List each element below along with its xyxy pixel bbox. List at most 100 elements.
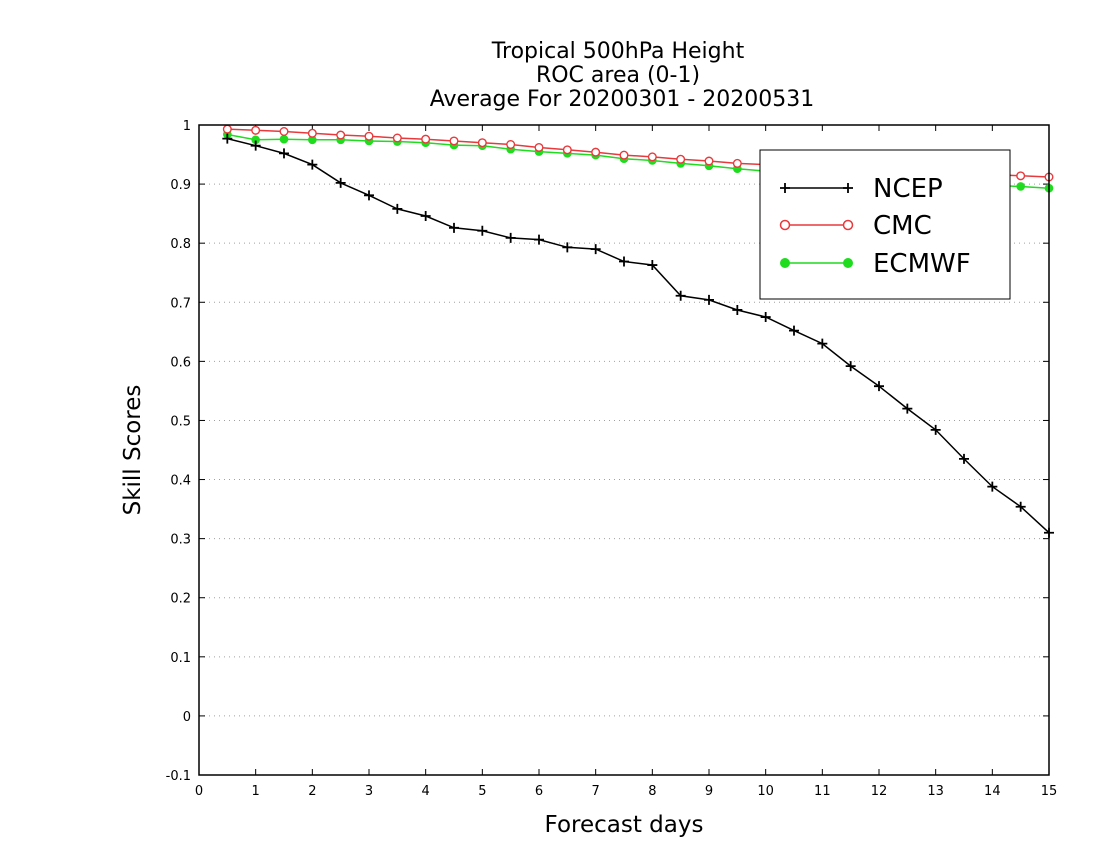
x-tick-label: 13 [927,784,944,799]
data-point-ncep [987,481,998,492]
data-point-ecmwf [251,135,260,145]
data-point-ncep [222,133,233,144]
x-tick-label: 1 [252,784,260,799]
data-point-ncep [1015,501,1026,512]
data-point-ncep [449,222,459,233]
chart-title: Tropical 500hPa Height ROC area (0-1) Av… [430,39,815,112]
data-point-cmc [392,133,402,143]
data-point-ncep [335,177,346,188]
data-point-ncep [279,148,289,159]
x-tick-label: 7 [592,784,600,799]
y-tick-label: 0.6 [170,355,191,370]
x-tick-label: 3 [365,784,373,799]
series-ncep [222,133,1054,538]
x-tick-label: 11 [814,784,831,799]
y-axis-ticks: -0.1 0 0.1 0.2 0.3 0.4 0.5 0.6 0.7 0.8 0.9 1 [166,119,1049,784]
x-tick-label: 9 [705,784,713,799]
data-point-ncep [534,234,544,245]
data-point-ncep [364,190,374,201]
data-point-ncep [590,244,601,255]
x-tick-label: 6 [535,784,543,799]
x-tick-label: 8 [648,784,656,799]
series-line-ncep [227,137,1050,534]
data-point-ncep [817,338,828,349]
x-tick-label: 0 [195,784,203,799]
y-tick-label: 0.4 [170,474,191,489]
data-point-cmc [562,145,572,155]
data-point-ncep [789,325,799,336]
y-axis-label: Skill Scores [120,385,146,516]
data-point-cmc [336,130,346,140]
data-point-cmc [534,142,544,152]
chart-title-line-1: Tropical 500hPa Height [491,39,745,64]
x-tick-label: 14 [984,784,1001,799]
data-point-ncep [675,290,686,301]
data-point-cmc [364,131,374,141]
data-point-ncep [562,242,573,253]
legend-marker-cmc [842,219,854,231]
data-point-ecmwf [1016,182,1025,191]
legend-label-ncep: NCEP [873,174,943,204]
data-point-ncep [250,140,261,151]
x-tick-label: 2 [308,784,316,799]
data-point-ecmwf [308,135,317,145]
data-point-cmc [619,150,629,160]
legend-marker-ncep [780,183,853,193]
data-point-cmc [1016,171,1026,181]
y-tick-label: 0.8 [170,237,191,252]
data-point-cmc [421,134,431,144]
x-axis-ticks: 0 1 2 3 4 5 6 7 8 9 10 11 12 13 14 15 [195,125,1057,799]
chart-title-line-2: ROC area (0-1) [536,63,700,88]
x-axis-label: Forecast days [545,812,704,838]
legend-marker-ecmwf [780,258,790,268]
y-tick-label: 1 [183,119,191,134]
y-tick-label: 0.3 [170,533,191,548]
y-tick-label: 0.5 [170,414,191,429]
data-point-cmc [732,158,742,168]
grid [199,183,1049,717]
data-point-ncep [505,232,516,243]
x-tick-label: 4 [422,784,430,799]
y-tick-label: -0.1 [166,769,191,784]
legend-label-cmc: CMC [873,211,932,241]
data-point-ncep [307,159,318,170]
y-tick-label: 0.9 [170,178,191,193]
data-point-ncep [704,294,714,305]
data-point-cmc [307,128,317,138]
data-point-ecmwf [279,134,289,144]
y-tick-label: 0.2 [170,592,191,607]
x-tick-label: 5 [478,784,486,799]
data-point-ncep [930,424,941,435]
x-tick-label: 10 [757,784,774,799]
legend-entry-ncep: NCEP [780,174,943,204]
y-tick-label: 0.7 [170,296,191,311]
legend-label-ecmwf: ECMWF [873,249,971,279]
legend-marker-ecmwf [843,258,853,268]
data-point-ncep [392,203,403,214]
data-point-ncep [647,260,658,271]
data-point-cmc [279,126,289,136]
data-point-cmc [647,152,657,162]
x-tick-label: 12 [871,784,888,799]
data-point-ncep [760,312,771,323]
data-point-cmc [591,147,601,157]
data-point-cmc [704,156,714,166]
data-point-cmc [477,138,487,148]
legend: NCEP CMC ECMWF [759,149,1011,300]
data-point-ncep [874,381,884,392]
x-tick-label: 15 [1041,784,1058,799]
legend-marker-cmc [779,219,791,231]
legend-entry-cmc: CMC [779,211,932,241]
data-point-ncep [902,403,913,414]
chart-title-line-3: Average For 20200301 - 20200531 [430,87,815,112]
y-tick-label: 0.1 [170,651,191,666]
data-point-ncep [959,453,969,464]
y-tick-label: 0 [183,710,191,725]
legend-entry-ecmwf: ECMWF [780,249,971,279]
data-point-ncep [477,225,488,236]
data-point-ncep [619,256,629,267]
data-point-cmc [676,154,686,164]
data-point-cmc [222,124,232,134]
